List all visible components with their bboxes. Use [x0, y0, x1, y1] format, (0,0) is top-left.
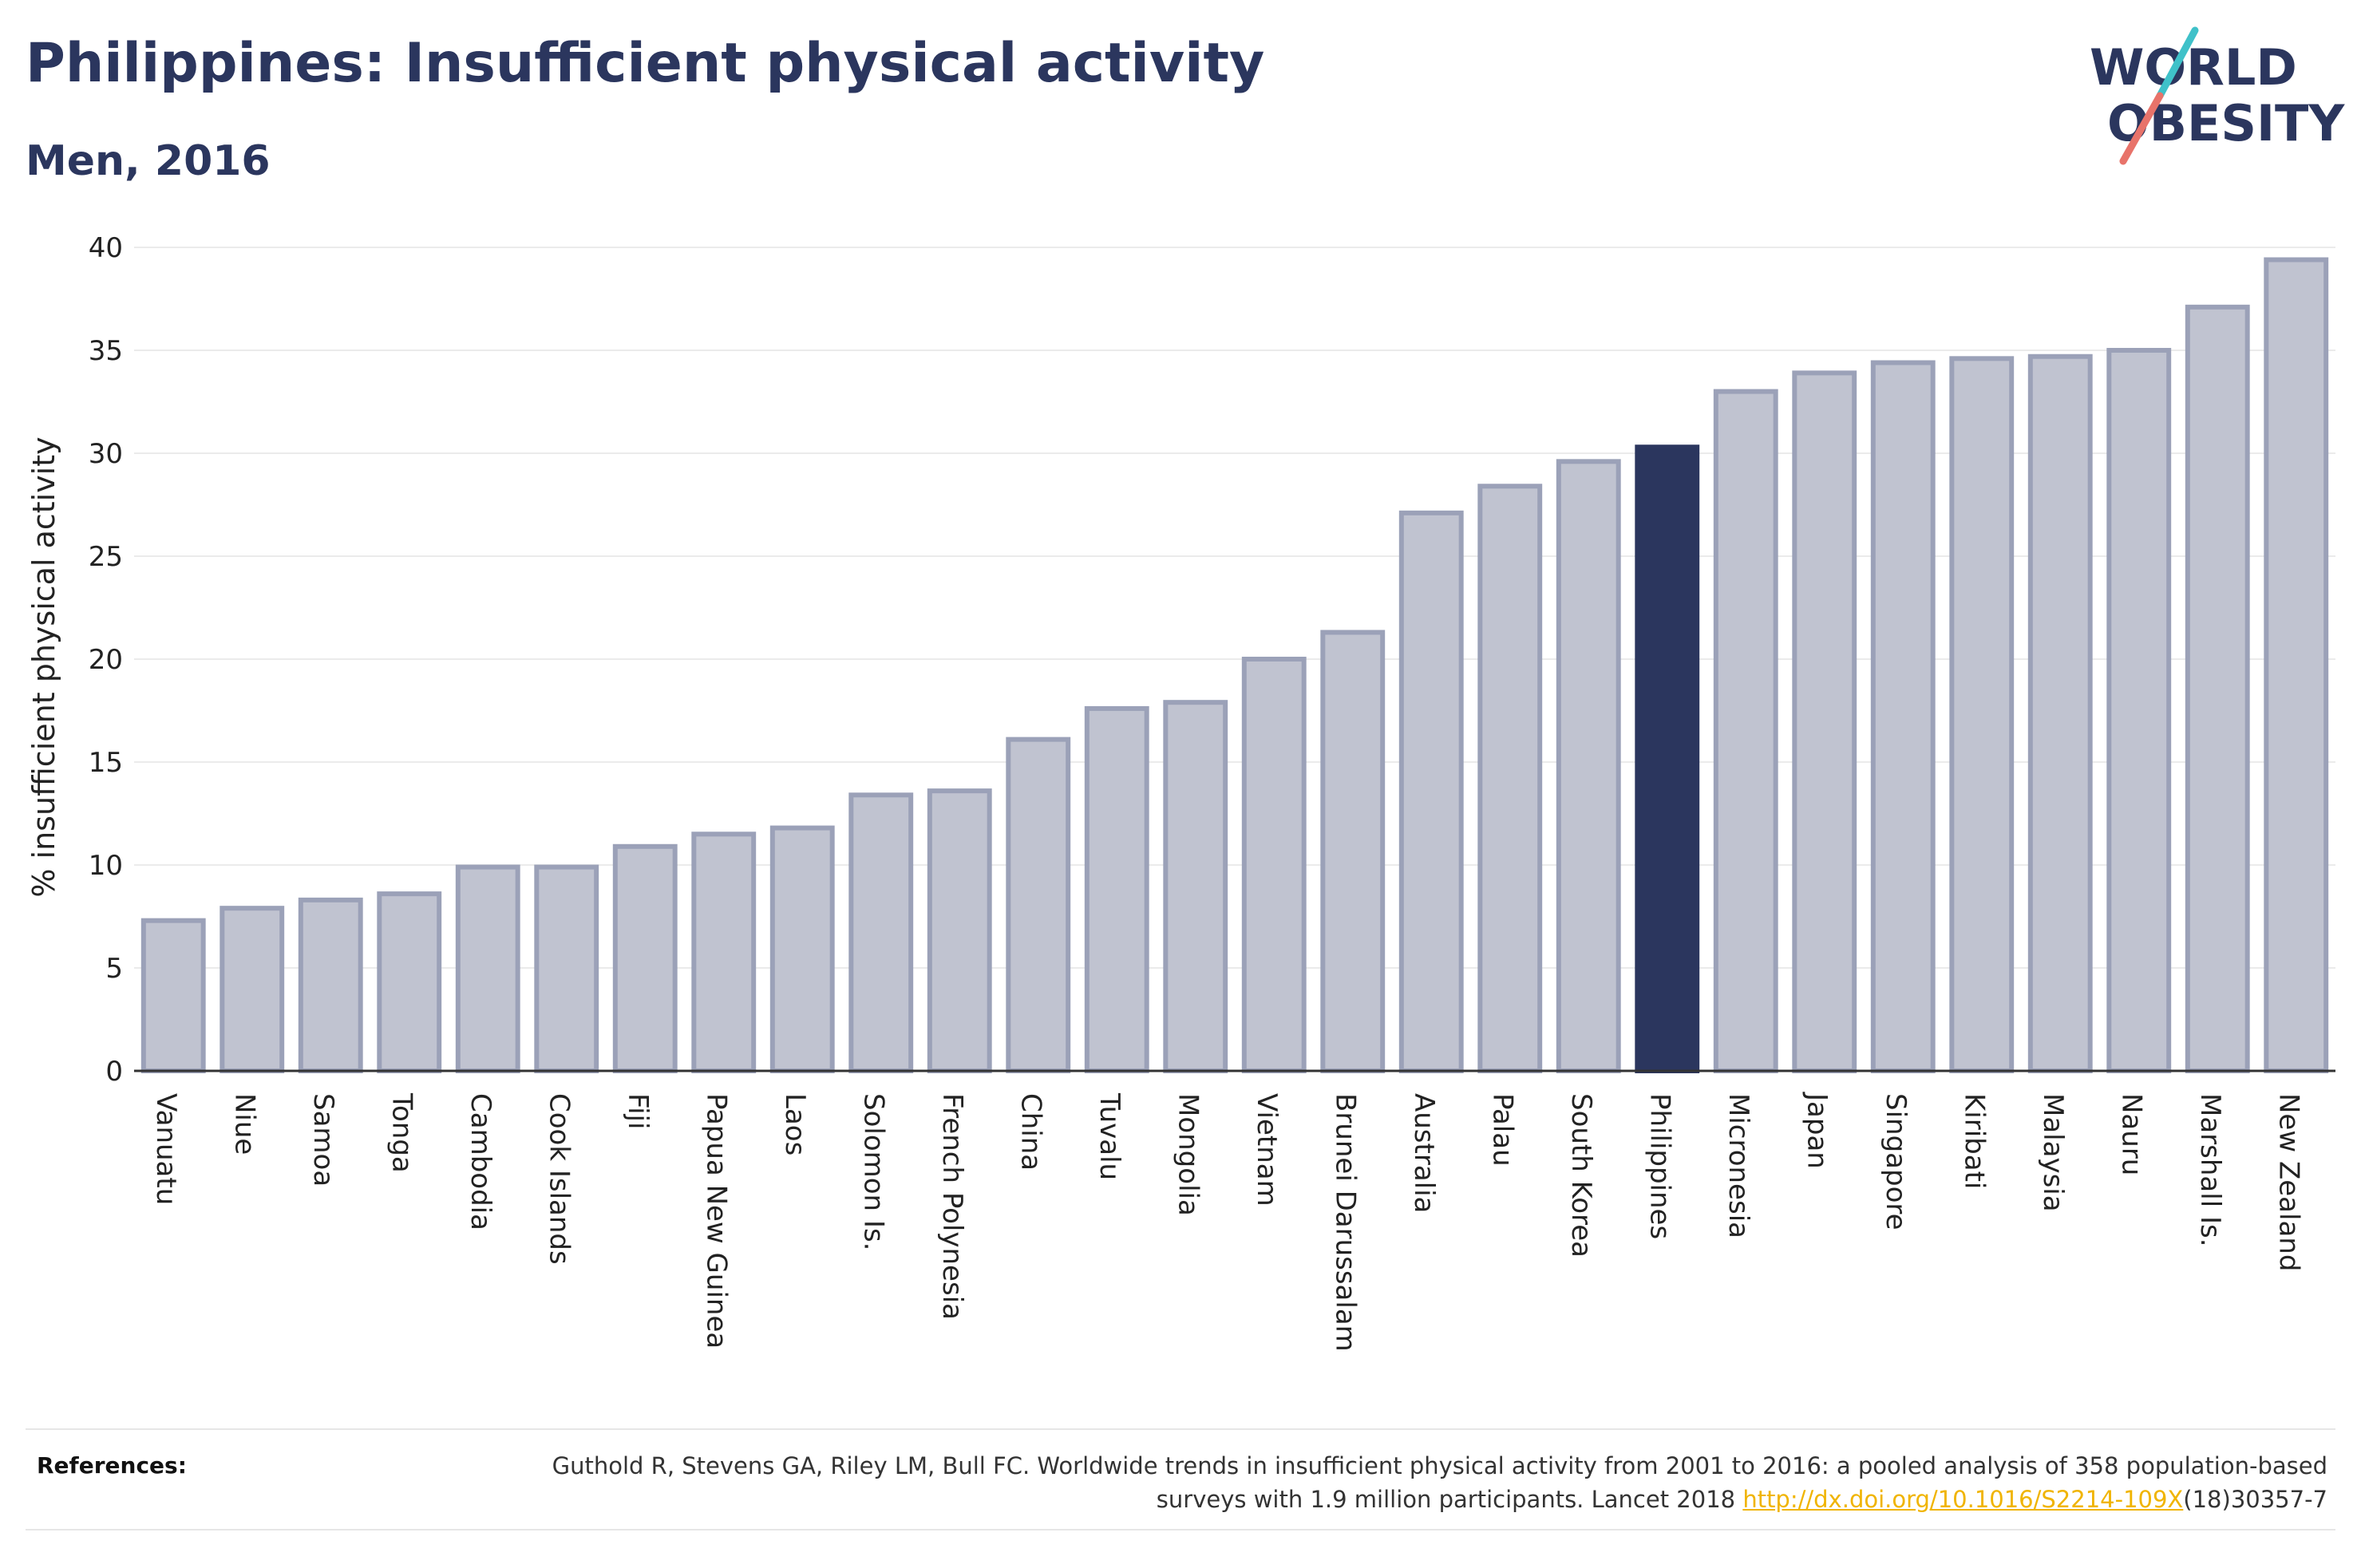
y-tick-label-15: 15: [89, 747, 123, 779]
references-panel: References: Guthold R, Stevens GA, Riley…: [26, 1428, 2335, 1530]
x-tick-label-tonga: Tonga: [386, 1092, 417, 1173]
bar-mongolia: [1163, 700, 1228, 1073]
logo-slash-coral-icon: [2119, 92, 2164, 165]
bar-brunei-darussalam: [1320, 630, 1386, 1073]
y-tick-label-20: 20: [89, 644, 123, 676]
y-tick-label-35: 35: [89, 335, 123, 367]
bar-cambodia: [455, 864, 520, 1073]
bar-japan: [1792, 370, 1857, 1073]
bar-marshall-is-: [2185, 304, 2250, 1073]
references-text: Guthold R, Stevens GA, Riley LM, Bull FC…: [492, 1449, 2327, 1516]
x-tick-label-solomon-is-: Solomon Is.: [857, 1093, 889, 1250]
bar-cook-islands: [534, 864, 599, 1073]
y-tick-label-0: 0: [105, 1056, 123, 1088]
references-label: References:: [37, 1452, 187, 1479]
bar-tonga: [377, 891, 442, 1073]
x-tick-label-french-polynesia: French Polynesia: [936, 1093, 968, 1320]
y-tick-label-30: 30: [89, 438, 123, 470]
logo-line-world: WORLD: [2090, 38, 2297, 97]
x-tick-label-vietnam: Vietnam: [1251, 1093, 1283, 1207]
bar-palau: [1477, 484, 1543, 1073]
bar-philippines: [1635, 444, 1700, 1073]
bar-chart: 0 5 10 15 20 25 30 35 40 Vanuatu Niue Samoa Tonga Cam…: [26, 232, 2335, 1352]
x-tick-label-malaysia: Malaysia: [2037, 1093, 2069, 1212]
bar-nauru: [2106, 348, 2172, 1073]
bar-australia: [1398, 510, 1464, 1073]
references-doi-link[interactable]: http://dx.doi.org/10.1016/S2214-109X: [1742, 1486, 2184, 1513]
bar-french-polynesia: [927, 788, 992, 1073]
x-tick-label-tuvalu: Tuvalu: [1093, 1092, 1125, 1180]
bar-fiji: [612, 843, 678, 1074]
y-tick-label-40: 40: [89, 232, 123, 264]
x-tick-label-papua-new-guinea: Papua New Guinea: [700, 1093, 732, 1349]
x-tick-label-laos: Laos: [779, 1093, 811, 1155]
y-tick-label-25: 25: [89, 541, 123, 573]
x-tick-label-philippines: Philippines: [1643, 1093, 1675, 1239]
x-tick-label-brunei-darussalam: Brunei Darussalam: [1329, 1093, 1361, 1352]
y-tick-label-10: 10: [89, 850, 123, 882]
bar-niue: [219, 906, 285, 1074]
bar-new-zealand: [2264, 257, 2329, 1074]
x-tick-label-new-zealand: New Zealand: [2272, 1093, 2304, 1271]
world-obesity-logo: WORLD OBESITY: [2090, 26, 2345, 165]
x-tick-label-vanuatu: Vanuatu: [150, 1093, 182, 1205]
bar-vanuatu: [140, 918, 206, 1074]
x-tick-label-marshall-is-: Marshall Is.: [2194, 1093, 2226, 1247]
x-tick-label-south-korea: South Korea: [1565, 1093, 1597, 1258]
chart-subtitle: Men, 2016: [26, 137, 271, 185]
x-tick-label-china: China: [1014, 1093, 1046, 1171]
y-axis-title: % insufficient physical activity: [26, 436, 61, 897]
logo-slash-teal-icon: [2156, 26, 2199, 100]
bar-malaysia: [2027, 353, 2093, 1073]
bar-micronesia: [1713, 389, 1778, 1074]
x-tick-label-micronesia: Micronesia: [1722, 1093, 1754, 1238]
references-citation-end: (18)30357-7: [2183, 1486, 2327, 1513]
x-tick-label-australia: Australia: [1408, 1093, 1440, 1213]
bar-tuvalu: [1084, 705, 1149, 1073]
x-tick-label-japan: Japan: [1801, 1092, 1833, 1169]
bar-papua-new-guinea: [691, 831, 757, 1074]
x-tick-label-cook-islands: Cook Islands: [543, 1093, 575, 1265]
bar-solomon-is-: [848, 792, 914, 1074]
bar-kiribati: [1949, 356, 2015, 1073]
x-tick-label-kiribati: Kiribati: [1958, 1093, 1990, 1189]
bar-china: [1006, 737, 1071, 1073]
x-tick-label-singapore: Singapore: [1880, 1093, 1912, 1230]
x-tick-label-fiji: Fiji: [622, 1093, 654, 1129]
x-tick-label-mongolia: Mongolia: [1172, 1093, 1204, 1216]
bar-vietnam: [1241, 657, 1307, 1073]
x-tick-label-nauru: Nauru: [2115, 1093, 2147, 1175]
x-tick-label-samoa: Samoa: [307, 1093, 339, 1187]
y-tick-label-5: 5: [105, 953, 123, 985]
bar-south-korea: [1556, 459, 1621, 1073]
chart-title: Philippines: Insufficient physical activ…: [26, 32, 1265, 95]
bar-singapore: [1870, 360, 1936, 1074]
x-tick-label-cambodia: Cambodia: [465, 1093, 496, 1230]
x-tick-label-niue: Niue: [228, 1093, 260, 1155]
x-tick-label-palau: Palau: [1486, 1093, 1518, 1167]
bar-samoa: [298, 897, 363, 1073]
bar-laos: [769, 825, 835, 1074]
references-citation: Guthold R, Stevens GA, Riley LM, Bull FC…: [552, 1452, 2327, 1513]
